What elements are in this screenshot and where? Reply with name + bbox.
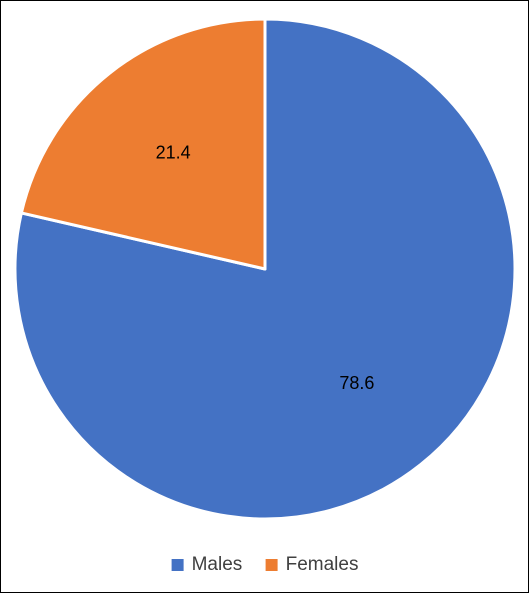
pie-slices <box>13 17 517 521</box>
legend-label-females: Females <box>286 554 359 575</box>
legend: Males Females <box>171 554 359 575</box>
legend-label-males: Males <box>192 554 243 575</box>
data-label-females: 21.4 <box>156 142 191 162</box>
legend-swatch-females <box>265 559 278 571</box>
legend-swatch-males <box>171 559 184 571</box>
pie-slice-females <box>19 17 267 271</box>
pie-data-labels: 78.6 21.4 <box>156 142 375 393</box>
data-label-males: 78.6 <box>339 373 374 393</box>
